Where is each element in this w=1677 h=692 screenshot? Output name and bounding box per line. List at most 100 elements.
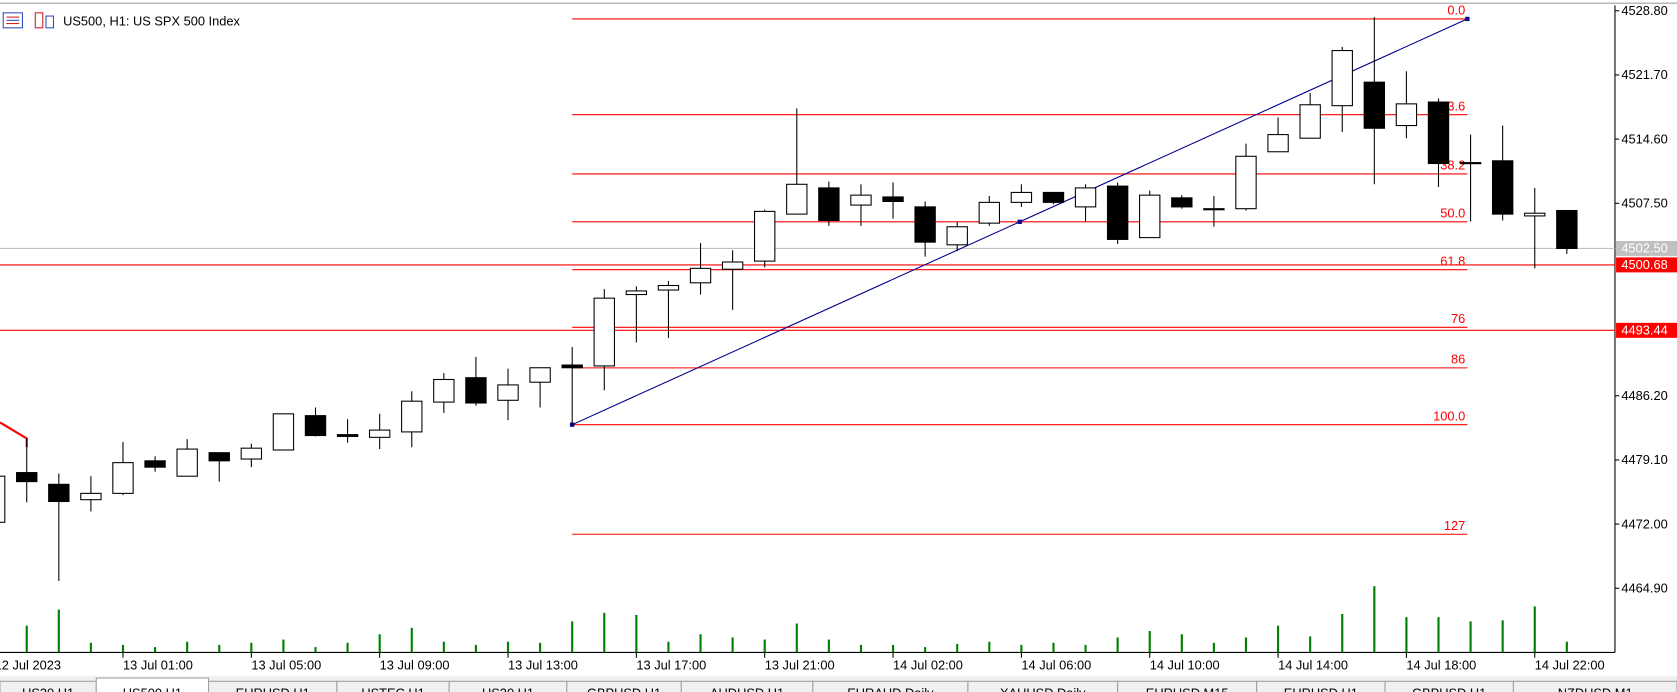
candle-body xyxy=(914,206,936,243)
x-tick-label: 13 Jul 09:00 xyxy=(380,658,450,673)
candle-body xyxy=(144,460,166,468)
candle-body xyxy=(529,367,551,383)
y-tick-label: 4479.10 xyxy=(1621,452,1667,467)
tab-label[interactable]: US30,H1 xyxy=(482,685,534,692)
candle-body xyxy=(176,448,198,477)
candle-body xyxy=(1556,209,1578,249)
candle-body xyxy=(304,415,327,437)
candle-body xyxy=(1267,134,1289,153)
tab-label[interactable]: EURUSD,H1 xyxy=(236,685,310,692)
x-tick-label: 14 Jul 22:00 xyxy=(1535,658,1605,673)
candle-body xyxy=(593,297,615,367)
y-tick-label: 4464.90 xyxy=(1621,581,1667,596)
price-label: 4502.50 xyxy=(1621,241,1667,256)
candle-body xyxy=(946,226,968,246)
candle-body xyxy=(1171,197,1193,208)
tab-label[interactable]: EURUSD,H1 xyxy=(1284,685,1358,692)
candle-body xyxy=(240,447,263,460)
y-tick-label: 4528.80 xyxy=(1621,3,1667,18)
price-label: 4493.44 xyxy=(1621,323,1667,338)
candle-body xyxy=(208,452,230,462)
y-tick-label: 4472.00 xyxy=(1621,516,1667,531)
candle-body xyxy=(112,462,134,494)
candle-body xyxy=(657,284,680,291)
candle-body xyxy=(497,384,519,401)
candle-body xyxy=(48,483,70,503)
fib-level-label: 127 xyxy=(1444,518,1465,533)
candle-body xyxy=(336,434,359,437)
fib-level-label: 61.8 xyxy=(1440,253,1465,268)
candle-body xyxy=(1427,101,1450,165)
fib-level-label: 100.0 xyxy=(1433,408,1465,423)
tab-label[interactable]: NZDUSD,M1 xyxy=(1558,685,1633,692)
y-tick-label: 4486.20 xyxy=(1621,388,1667,403)
candle-body xyxy=(689,267,712,284)
candle-body xyxy=(561,364,583,369)
candle-body xyxy=(721,261,744,270)
candle-body xyxy=(1074,187,1097,208)
price-label-box xyxy=(1616,257,1677,273)
tab-label[interactable]: EURAUD,Daily xyxy=(847,685,934,692)
tab-label[interactable]: XAUUSD,Daily xyxy=(1000,685,1086,692)
x-tick-label: 13 Jul 21:00 xyxy=(765,658,835,673)
x-tick-label: 14 Jul 06:00 xyxy=(1021,658,1091,673)
candle-body xyxy=(16,472,38,483)
candle-body xyxy=(401,400,423,433)
tab-label[interactable]: EURUSD,M15 xyxy=(1146,685,1229,692)
candle-body xyxy=(1395,103,1418,127)
tab-label[interactable]: US500,H1 xyxy=(123,685,182,692)
candle-body xyxy=(1010,191,1033,203)
y-tick-label: 4521.70 xyxy=(1621,67,1667,82)
candle-body xyxy=(850,194,872,206)
candle-body xyxy=(786,183,808,215)
candle-body xyxy=(1459,162,1482,165)
candle-body xyxy=(1235,155,1257,210)
price-label-box xyxy=(1616,240,1677,256)
tab[interactable] xyxy=(1512,680,1677,692)
x-tick-label: 13 Jul 13:00 xyxy=(508,658,578,673)
chart-title: US500, H1: US SPX 500 Index xyxy=(63,14,240,29)
candle-body xyxy=(882,196,904,202)
candle-body xyxy=(1139,194,1161,239)
candle-body xyxy=(1331,50,1353,107)
candle-body xyxy=(625,290,648,296)
fib-mid-handle[interactable] xyxy=(1017,219,1022,224)
y-tick-label: 4507.50 xyxy=(1621,196,1667,211)
candle-body xyxy=(0,475,6,523)
fib-level-label: 0.0 xyxy=(1447,3,1465,18)
chart-icon xyxy=(34,12,44,29)
candle-body xyxy=(1299,104,1321,139)
candle-body xyxy=(754,210,776,262)
tab-label[interactable]: GBPUSD,H1 xyxy=(1412,685,1486,692)
candle-body xyxy=(272,413,295,451)
candle-body xyxy=(433,378,455,403)
fib-level-label: 50.0 xyxy=(1440,206,1465,221)
price-label-box xyxy=(1616,322,1677,338)
x-tick-label: 13 Jul 01:00 xyxy=(123,658,193,673)
candle-body xyxy=(1203,208,1225,211)
tab-label[interactable]: USTEC,H1 xyxy=(361,685,424,692)
x-tick-label: 12 Jul 2023 xyxy=(0,658,61,673)
tab-label[interactable]: AUDUSD,H1 xyxy=(710,685,784,692)
x-tick-label: 14 Jul 10:00 xyxy=(1150,658,1220,673)
x-tick-label: 13 Jul 17:00 xyxy=(636,658,706,673)
x-tick-label: 14 Jul 02:00 xyxy=(893,658,963,673)
tab-label[interactable]: US30,H1 xyxy=(22,685,74,692)
x-tick-label: 13 Jul 05:00 xyxy=(251,658,321,673)
y-tick-label: 4514.60 xyxy=(1621,131,1667,146)
tab-label[interactable]: GBPUSD,H1 xyxy=(587,685,661,692)
fib-level-label: 76 xyxy=(1451,311,1465,326)
fib-anchor[interactable] xyxy=(1465,16,1470,22)
candle-body xyxy=(978,201,1000,224)
x-tick-label: 14 Jul 18:00 xyxy=(1406,658,1476,673)
chart-icon xyxy=(45,15,55,29)
candle-body xyxy=(1106,185,1129,240)
price-label: 4500.68 xyxy=(1621,257,1667,272)
header: US500, H1: US SPX 500 Index xyxy=(2,12,241,29)
fib-level-label: 86 xyxy=(1451,352,1465,367)
candle-body xyxy=(1491,160,1514,215)
candle-body xyxy=(1524,212,1546,217)
candle-body xyxy=(80,492,102,501)
